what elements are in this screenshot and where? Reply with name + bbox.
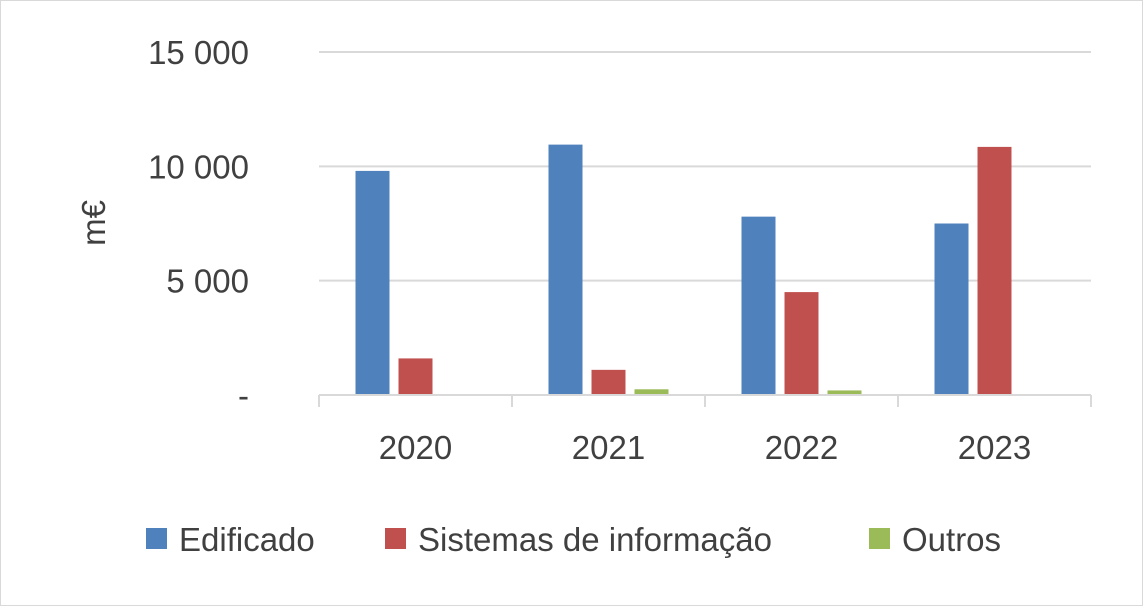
bar-outros-2022 — [827, 390, 862, 395]
legend-swatch — [385, 528, 406, 549]
bar-sistemas-de-informação-2020 — [398, 358, 433, 395]
bar-sistemas-de-informação-2022 — [784, 292, 819, 395]
y-axis-ticks: - 5 000 10 000 15 000 — [148, 34, 249, 414]
legend: Edificado Sistemas de informação Outros — [146, 521, 1001, 558]
y-axis-title: m€ — [75, 200, 112, 246]
y-tick-label: - — [238, 377, 249, 414]
legend-swatch — [869, 528, 890, 549]
y-tick-label: 10 000 — [148, 148, 249, 185]
gridlines — [319, 51, 1091, 282]
x-tick-label: 2020 — [379, 429, 452, 466]
legend-swatch — [146, 528, 167, 549]
bar-sistemas-de-informação-2023 — [977, 146, 1012, 395]
bars — [355, 144, 1012, 395]
x-axis — [318, 394, 1092, 407]
x-axis-labels: 2020 2021 2022 2023 — [379, 429, 1031, 466]
x-tick-label: 2022 — [765, 429, 838, 466]
bar-edificado-2022 — [741, 216, 776, 395]
bar-edificado-2021 — [548, 144, 583, 395]
y-tick-label: 5 000 — [166, 263, 249, 300]
bar-sistemas-de-informação-2021 — [591, 369, 626, 395]
bar-outros-2021 — [634, 389, 669, 395]
legend-label: Edificado — [179, 521, 315, 558]
bar-edificado-2020 — [355, 170, 390, 395]
x-tick-label: 2021 — [572, 429, 645, 466]
bar-edificado-2023 — [934, 223, 969, 395]
legend-label: Outros — [902, 521, 1001, 558]
y-tick-label: 15 000 — [148, 34, 249, 71]
x-tick-label: 2023 — [958, 429, 1031, 466]
legend-label: Sistemas de informação — [418, 521, 772, 558]
